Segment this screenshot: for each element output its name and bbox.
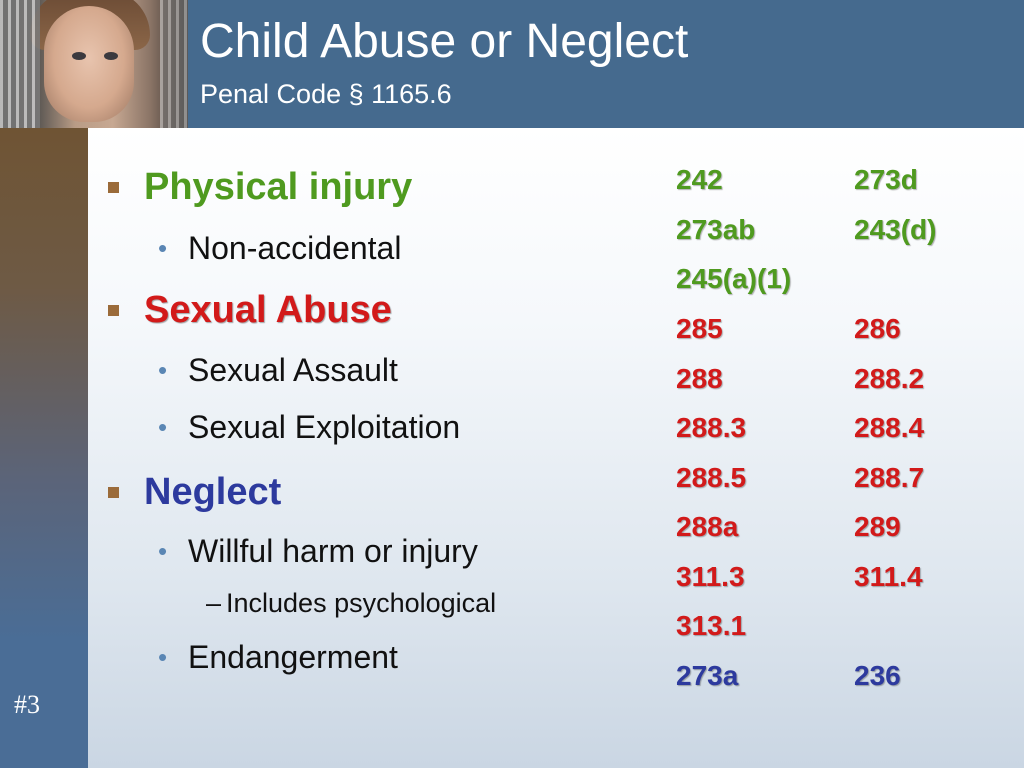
dot-bullet-icon: • — [158, 412, 168, 442]
code-cell: 285 — [676, 313, 723, 344]
bullet-label: Physical injury — [144, 166, 413, 208]
sub-bullet-label: Sexual Assault — [188, 352, 398, 388]
bullet-sexual-abuse: Sexual Abuse — [108, 289, 392, 332]
code-cell: 288.5 — [676, 462, 747, 493]
sub-bullet-label: Non-accidental — [188, 230, 402, 266]
slide-content: Physical injury • Non-accidental Sexual … — [88, 128, 1024, 768]
dot-bullet-icon: • — [158, 355, 168, 385]
code-cell: 236 — [854, 660, 901, 691]
code-cell: 288.7 — [854, 462, 925, 493]
sub-bullet-label: Sexual Exploitation — [188, 409, 461, 445]
bullet-label: Sexual Abuse — [144, 289, 392, 331]
square-bullet-icon — [108, 305, 119, 316]
square-bullet-icon — [108, 182, 119, 193]
code-cell: 311.3 — [676, 561, 745, 592]
code-cell: 288.2 — [854, 363, 925, 394]
code-cell: 286 — [854, 313, 901, 344]
window-blind-left — [0, 0, 40, 128]
code-cell: 288.4 — [854, 412, 925, 443]
sub-bullet-non-accidental: • Non-accidental — [158, 230, 402, 267]
sub-bullet-endangerment: • Endangerment — [158, 639, 398, 676]
square-bullet-icon — [108, 487, 119, 498]
code-cell: 288 — [676, 363, 723, 394]
bullet-physical-injury: Physical injury — [108, 166, 413, 209]
code-cell: 288a — [676, 511, 739, 542]
dash-bullet-icon: – — [206, 588, 222, 618]
photo-face — [44, 6, 134, 122]
bullet-neglect: Neglect — [108, 471, 282, 514]
photo-eye-right — [104, 52, 118, 60]
slide-title: Child Abuse or Neglect — [200, 15, 689, 68]
code-cell: 313.1 — [676, 610, 747, 641]
sub-bullet-willful-harm: • Willful harm or injury — [158, 533, 478, 570]
code-cell: 273a — [676, 660, 739, 691]
slide-number: #3 — [14, 690, 40, 719]
code-cell: 273d — [854, 164, 918, 195]
code-cell: 289 — [854, 511, 901, 542]
sub-sub-bullet-psychological: – Includes psychological — [206, 588, 497, 619]
code-cell: 288.3 — [676, 412, 747, 443]
code-cell: 243(d) — [854, 214, 937, 245]
left-sidebar — [0, 128, 88, 768]
sub-bullet-label: Willful harm or injury — [188, 533, 478, 569]
window-blind-right — [160, 0, 188, 128]
photo-eye-left — [72, 52, 86, 60]
slide-subtitle: Penal Code § 1165.6 — [200, 79, 452, 109]
code-cell: 273ab — [676, 214, 756, 245]
sub-sub-bullet-label: Includes psychological — [226, 588, 497, 618]
title-bar: Child Abuse or Neglect Penal Code § 1165… — [0, 0, 1024, 128]
sub-bullet-label: Endangerment — [188, 639, 398, 675]
code-cell: 245(a)(1) — [676, 263, 792, 294]
dot-bullet-icon: • — [158, 642, 168, 672]
dot-bullet-icon: • — [158, 233, 168, 263]
code-cell: 311.4 — [854, 561, 923, 592]
dot-bullet-icon: • — [158, 536, 168, 566]
bullet-label: Neglect — [144, 471, 282, 513]
sub-bullet-sexual-assault: • Sexual Assault — [158, 352, 398, 389]
sub-bullet-sexual-exploitation: • Sexual Exploitation — [158, 409, 461, 446]
child-photo — [0, 0, 188, 128]
code-cell: 242 — [676, 164, 723, 195]
